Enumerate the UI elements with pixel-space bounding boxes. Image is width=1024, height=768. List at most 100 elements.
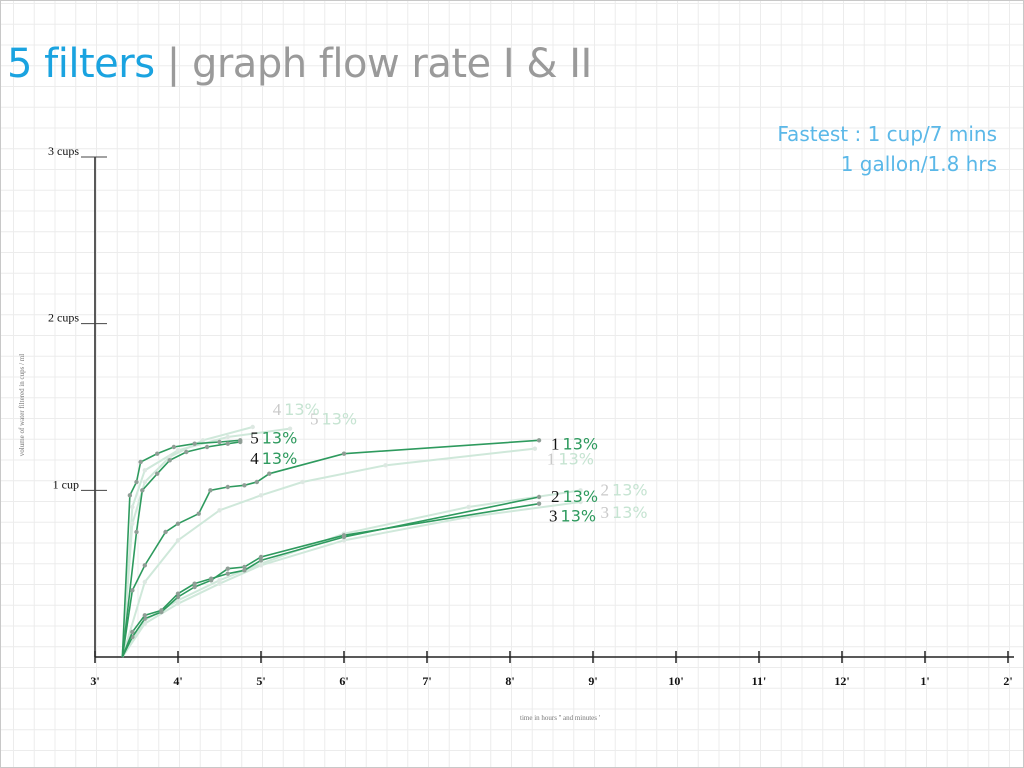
data-point <box>130 629 135 635</box>
series-line <box>121 427 291 658</box>
data-point <box>140 488 145 493</box>
data-point <box>155 451 160 456</box>
series-end-label: 3 13% <box>601 503 648 522</box>
x-tick-label: 4' <box>173 674 182 688</box>
series-end-label: 1 13% <box>547 450 594 469</box>
data-point <box>217 581 222 586</box>
series-end-value: 13% <box>563 487 599 506</box>
series-end-value: 13% <box>322 410 358 429</box>
x-tick-label: 6' <box>339 674 348 688</box>
data-point <box>217 508 222 513</box>
data-point <box>225 484 230 490</box>
data-point <box>217 439 222 445</box>
x-tick-label: 1' <box>920 674 929 688</box>
data-point <box>142 613 147 618</box>
data-point <box>254 479 260 485</box>
x-tick-label: 5' <box>256 674 265 688</box>
data-point <box>536 438 542 443</box>
data-point <box>134 479 139 485</box>
data-point <box>130 504 135 510</box>
data-point <box>192 584 197 590</box>
data-point <box>142 563 147 568</box>
data-point <box>175 521 181 526</box>
data-point <box>200 438 206 443</box>
series-name: 1 <box>547 450 556 469</box>
data-point <box>142 579 147 585</box>
data-point <box>466 504 471 510</box>
data-point <box>175 601 181 606</box>
data-point <box>532 446 538 451</box>
data-point <box>341 451 347 456</box>
series-name: 2 <box>601 480 610 499</box>
data-point <box>578 499 583 505</box>
x-axis-label: time in hours '' and minutes ' <box>520 714 600 722</box>
series-line <box>121 502 540 658</box>
series-name: 1 <box>551 434 560 453</box>
series-end-label: 4 13% <box>273 400 320 419</box>
data-point <box>184 449 189 455</box>
y-axis-label: volume of water filtered in cups / ml <box>18 354 26 456</box>
note-line: 1 gallon/1.8 hrs <box>840 152 997 176</box>
series-end-value: 13% <box>262 428 298 447</box>
title-main: 5 filters <box>7 41 155 87</box>
series-end-value: 13% <box>563 434 599 453</box>
data-point <box>238 439 243 445</box>
data-point <box>536 494 542 500</box>
data-point <box>225 571 230 576</box>
series-line <box>121 489 581 658</box>
data-point <box>383 463 388 468</box>
note-line: Fastest : 1 cup/7 mins <box>777 122 997 146</box>
series-end-value: 13% <box>612 503 648 522</box>
x-tick-label: 2' <box>1003 674 1012 688</box>
series-name: 5 <box>250 428 259 447</box>
series-end-label: 4 13% <box>250 449 297 468</box>
data-point <box>130 588 135 593</box>
data-point <box>175 538 181 543</box>
data-point <box>258 554 264 560</box>
data-point <box>225 434 230 440</box>
data-point <box>578 488 583 493</box>
data-point <box>167 454 172 460</box>
data-point <box>142 479 147 485</box>
series-name: 3 <box>549 507 558 526</box>
data-point <box>242 564 247 570</box>
x-tick-label: 9' <box>588 674 597 688</box>
data-point <box>204 444 210 450</box>
data-point <box>250 424 255 430</box>
series-line <box>121 439 540 658</box>
x-tick-label: 7' <box>422 674 431 688</box>
x-tick-label: 8' <box>505 674 514 688</box>
data-point <box>242 568 247 573</box>
x-tick-label: 11' <box>752 674 767 688</box>
x-tick-label: 10' <box>668 674 683 688</box>
y-tick-label: 3 cups <box>48 144 79 158</box>
data-point <box>130 521 135 526</box>
data-point <box>287 426 293 431</box>
data-point <box>341 538 347 543</box>
series-end-label: 5 13% <box>310 410 357 429</box>
series-name: 3 <box>601 503 610 522</box>
data-point <box>242 483 247 488</box>
data-point <box>155 471 160 476</box>
data-point <box>175 591 181 596</box>
series-end-value: 13% <box>262 449 298 468</box>
data-point <box>159 608 164 613</box>
data-point <box>217 578 222 583</box>
series-end-value: 13% <box>612 480 648 499</box>
series-end-label: 3 13% <box>549 507 596 526</box>
x-tick-label: 3' <box>90 674 99 688</box>
data-point <box>196 511 201 516</box>
series-name: 2 <box>551 487 560 506</box>
data-point <box>341 534 347 540</box>
data-point <box>258 558 264 563</box>
series-line <box>121 496 540 658</box>
data-point <box>225 566 230 571</box>
data-point <box>142 468 147 473</box>
data-point <box>127 493 133 498</box>
series-line <box>121 426 253 658</box>
series-end-label: 2 13% <box>551 487 598 506</box>
data-point <box>192 441 197 446</box>
data-point <box>167 458 172 463</box>
data-point <box>208 488 213 493</box>
